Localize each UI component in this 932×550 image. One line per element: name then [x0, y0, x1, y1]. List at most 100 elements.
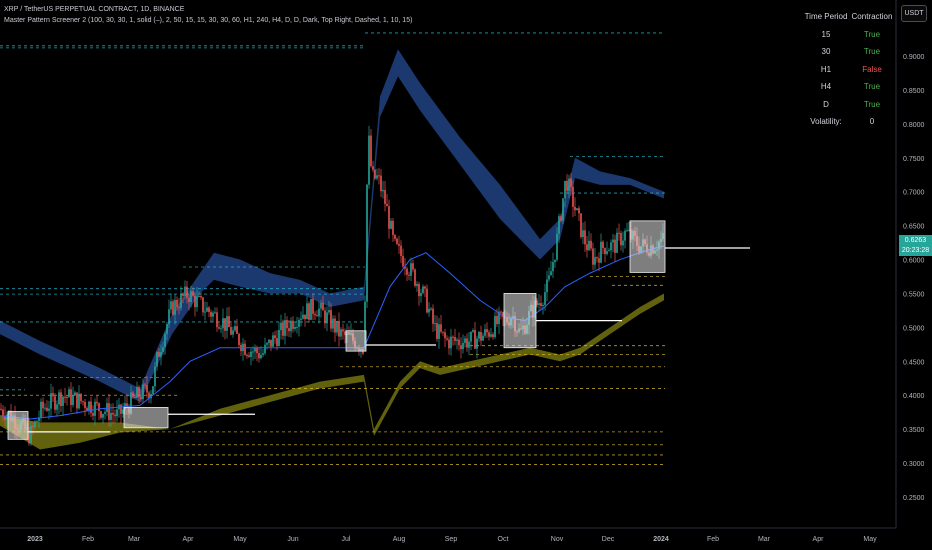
candle-body [628, 229, 630, 231]
candle-body [440, 324, 442, 332]
candle-body [210, 312, 212, 317]
candle-body [46, 407, 48, 411]
candle-body [592, 248, 594, 265]
candle-body [408, 274, 410, 276]
header-contraction: Contraction [851, 12, 893, 22]
x-tick-label: Aug [393, 536, 406, 543]
candle-body [200, 296, 202, 298]
candle-body [418, 284, 420, 297]
candle-body [224, 318, 226, 331]
x-tick-label: Mar [128, 536, 141, 543]
candle-body [36, 421, 38, 423]
candle-body [302, 314, 304, 319]
y-tick-label: 0.4000 [903, 393, 925, 400]
x-tick-label: Oct [498, 536, 509, 543]
candle-body [248, 355, 250, 357]
contraction-box [345, 330, 367, 352]
candle-body [92, 412, 94, 416]
candle-body [462, 342, 464, 350]
candle-body [198, 296, 200, 298]
y-tick-label: 0.3500 [903, 427, 925, 434]
candle-body [590, 240, 592, 249]
candle-body [144, 384, 146, 386]
candle-body [192, 291, 194, 296]
moving-average-line [0, 245, 665, 420]
y-tick-label: 0.4500 [903, 359, 925, 366]
candle-body [136, 386, 138, 398]
candle-body [464, 338, 466, 343]
candle-body [2, 409, 4, 416]
candle-body [544, 292, 546, 305]
period-cell: 15 [821, 29, 831, 39]
candle-body [328, 310, 330, 313]
candle-body [126, 403, 128, 408]
candle-body [272, 335, 274, 347]
candle-body [190, 291, 192, 303]
candle-body [322, 302, 324, 311]
x-tick-label: Feb [707, 536, 719, 543]
candle-body [194, 295, 196, 308]
candle-body [208, 307, 210, 313]
candle-body [116, 409, 118, 417]
candle-body [66, 397, 68, 399]
candle-body [550, 271, 552, 276]
candle-body [424, 286, 426, 289]
candle-body [386, 203, 388, 207]
contraction-box [629, 220, 666, 273]
candle-body [252, 351, 254, 353]
candle-body [88, 401, 90, 411]
candle-body [214, 312, 216, 314]
candle-body [444, 332, 446, 339]
candle-body [204, 311, 206, 313]
candle-body [72, 395, 74, 406]
candle-body [84, 401, 86, 408]
candle-body [280, 322, 282, 331]
candle-body [76, 392, 78, 409]
currency-button[interactable]: USDT [901, 5, 927, 22]
candle-body [230, 327, 232, 335]
candle-body [112, 412, 114, 415]
candle-body [334, 318, 336, 333]
candle-body [64, 396, 66, 398]
candle-body [78, 393, 80, 409]
candle-body [580, 213, 582, 238]
candle-body [320, 302, 322, 309]
candle-body [42, 401, 44, 409]
candle-body [62, 396, 64, 406]
candle-body [370, 135, 372, 167]
candle-body [574, 206, 576, 211]
contraction-cell: True [863, 29, 881, 39]
candle-body [96, 401, 98, 404]
candle-body [576, 208, 578, 211]
candle-body [420, 292, 422, 297]
candle-body [336, 320, 338, 333]
candle-body [314, 313, 316, 316]
candle-body [618, 232, 620, 234]
candle-body [332, 318, 334, 329]
candle-body [404, 266, 406, 269]
y-tick-label: 0.5000 [903, 325, 925, 332]
candle-body [298, 319, 300, 327]
candle-body [122, 409, 124, 414]
candle-body [498, 311, 500, 325]
symbol-title[interactable]: XRP / TetherUS PERPETUAL CONTRACT, 1D, B… [4, 6, 185, 13]
candle-body [168, 309, 170, 325]
volatility-value: 0 [869, 117, 875, 127]
candle-body [626, 230, 628, 232]
candle-body [400, 245, 402, 257]
candle-body [430, 308, 432, 310]
indicator-title[interactable]: Master Pattern Screener 2 (100, 30, 30, … [4, 17, 413, 24]
candle-body [456, 339, 458, 341]
y-tick-label: 0.7000 [903, 190, 925, 197]
upper-volatility-band [0, 49, 664, 403]
candle-body [130, 392, 132, 414]
last-price-value: 0.6263 [904, 237, 927, 244]
candle-body [396, 238, 398, 244]
candle-body [288, 328, 290, 332]
candle-body [398, 243, 400, 246]
candle-body [364, 301, 366, 348]
candle-body [458, 339, 460, 346]
period-cell: H1 [820, 64, 832, 74]
candle-body [476, 338, 478, 349]
